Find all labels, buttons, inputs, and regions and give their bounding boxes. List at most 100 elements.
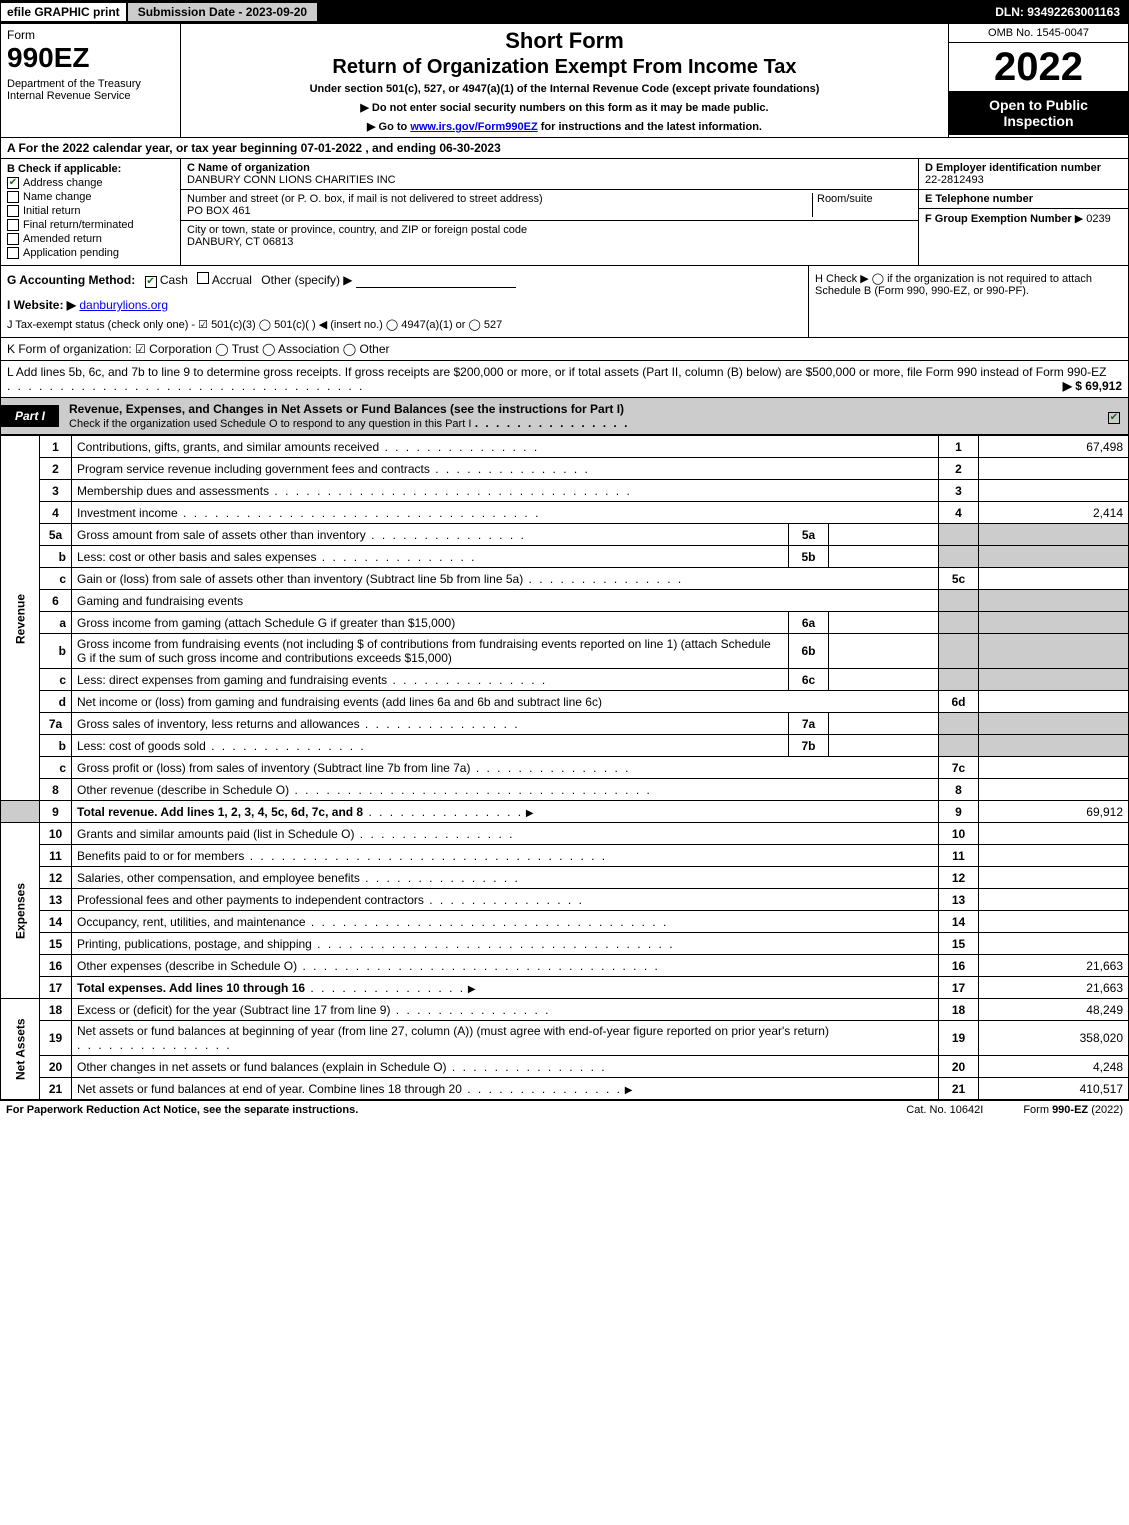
line-rnum: 5c	[939, 568, 979, 590]
line-desc: Printing, publications, postage, and shi…	[72, 933, 939, 955]
checkbox-icon	[7, 247, 19, 259]
table-row: 5a Gross amount from sale of assets othe…	[1, 524, 1129, 546]
table-row: d Net income or (loss) from gaming and f…	[1, 691, 1129, 713]
table-row: 8 Other revenue (describe in Schedule O)…	[1, 779, 1129, 801]
line-desc: Gross sales of inventory, less returns a…	[72, 713, 789, 735]
chk-application-pending[interactable]: Application pending	[7, 247, 174, 259]
website-link[interactable]: danburylions.org	[79, 298, 168, 312]
line-num: 1	[40, 436, 72, 458]
instr-goto: ▶ Go to www.irs.gov/Form990EZ for instru…	[189, 120, 940, 133]
header-right: OMB No. 1545-0047 2022 Open to Public In…	[948, 24, 1128, 137]
group-exemption-label: F Group Exemption Number	[925, 213, 1072, 225]
line-rnum: 13	[939, 889, 979, 911]
part1-title-text: Revenue, Expenses, and Changes in Net As…	[69, 402, 624, 416]
shaded-cell	[979, 524, 1129, 546]
top-bar: efile GRAPHIC print Submission Date - 20…	[0, 0, 1129, 24]
section-j: J Tax-exempt status (check only one) - ☑…	[7, 318, 802, 331]
line-num: 2	[40, 458, 72, 480]
section-h: H Check ▶ ◯ if the organization is not r…	[808, 266, 1128, 337]
line-rnum: 9	[939, 801, 979, 823]
mid-label: 6b	[789, 634, 829, 669]
shaded-cell	[979, 612, 1129, 634]
line-rnum: 2	[939, 458, 979, 480]
checkbox-icon[interactable]	[145, 276, 157, 288]
line-desc: Occupancy, rent, utilities, and maintena…	[72, 911, 939, 933]
omb-number: OMB No. 1545-0047	[949, 24, 1128, 43]
line-num: b	[40, 546, 72, 568]
ein-cell: D Employer identification number 22-2812…	[919, 159, 1128, 190]
table-row: 17 Total expenses. Add lines 10 through …	[1, 977, 1129, 999]
section-a-tax-year: A For the 2022 calendar year, or tax yea…	[0, 138, 1129, 159]
chk-label: Amended return	[23, 233, 102, 245]
open-to-public: Open to Public Inspection	[949, 91, 1128, 135]
line-desc: Net assets or fund balances at end of ye…	[72, 1078, 939, 1100]
mid-label: 6c	[789, 669, 829, 691]
part1-check-line: Check if the organization used Schedule …	[69, 418, 471, 430]
org-name-label: C Name of organization	[187, 162, 310, 174]
line-desc: Gross income from gaming (attach Schedul…	[72, 612, 789, 634]
chk-final-return[interactable]: Final return/terminated	[7, 219, 174, 231]
chk-label: Name change	[23, 191, 92, 203]
table-row: 11 Benefits paid to or for members 11	[1, 845, 1129, 867]
checkbox-icon	[7, 191, 19, 203]
instr-goto-suffix: for instructions and the latest informat…	[538, 121, 762, 133]
mid-val	[829, 546, 939, 568]
line-desc: Total expenses. Add lines 10 through 16	[72, 977, 939, 999]
mid-label: 5b	[789, 546, 829, 568]
line-rnum: 18	[939, 999, 979, 1021]
line-desc: Benefits paid to or for members	[72, 845, 939, 867]
dots-icon	[7, 379, 364, 393]
part1-schedule-o-checkbox[interactable]	[1100, 405, 1128, 428]
checkbox-icon[interactable]	[197, 272, 209, 284]
shaded-cell	[939, 735, 979, 757]
checkbox-icon	[7, 205, 19, 217]
line-desc: Less: direct expenses from gaming and fu…	[72, 669, 789, 691]
line-val: 358,020	[979, 1021, 1129, 1056]
chk-address-change[interactable]: Address change	[7, 177, 174, 189]
line-desc: Gain or (loss) from sale of assets other…	[72, 568, 939, 590]
table-row: 15 Printing, publications, postage, and …	[1, 933, 1129, 955]
line-val: 48,249	[979, 999, 1129, 1021]
shaded-cell	[939, 634, 979, 669]
irs-link[interactable]: www.irs.gov/Form990EZ	[410, 121, 537, 133]
shaded-cell	[939, 590, 979, 612]
phone-label: E Telephone number	[925, 193, 1033, 205]
line-num: 9	[40, 801, 72, 823]
line-val: 21,663	[979, 977, 1129, 999]
checkbox-icon	[7, 219, 19, 231]
table-row: c Gain or (loss) from sale of assets oth…	[1, 568, 1129, 590]
g-other-field[interactable]	[356, 274, 516, 288]
table-row: 13 Professional fees and other payments …	[1, 889, 1129, 911]
line-desc: Net assets or fund balances at beginning…	[72, 1021, 939, 1056]
line-val: 2,414	[979, 502, 1129, 524]
line-val	[979, 889, 1129, 911]
table-row: Revenue 1 Contributions, gifts, grants, …	[1, 436, 1129, 458]
section-de: D Employer identification number 22-2812…	[918, 159, 1128, 265]
street-value: PO BOX 461	[187, 205, 251, 217]
street-label: Number and street (or P. O. box, if mail…	[187, 193, 543, 205]
group-exemption-cell: F Group Exemption Number ▶ 0239	[919, 209, 1128, 228]
line-desc: Other changes in net assets or fund bala…	[72, 1056, 939, 1078]
table-row: 3 Membership dues and assessments 3	[1, 480, 1129, 502]
line-desc: Gross income from fundraising events (no…	[72, 634, 789, 669]
mid-label: 7b	[789, 735, 829, 757]
line-desc: Gross amount from sale of assets other t…	[72, 524, 789, 546]
chk-amended-return[interactable]: Amended return	[7, 233, 174, 245]
table-row: 16 Other expenses (describe in Schedule …	[1, 955, 1129, 977]
part1-header: Part I Revenue, Expenses, and Changes in…	[0, 398, 1129, 435]
line-desc: Professional fees and other payments to …	[72, 889, 939, 911]
vlabel-expenses: Expenses	[1, 823, 40, 999]
line-val	[979, 568, 1129, 590]
arrow-icon	[523, 805, 533, 819]
line-desc: Less: cost of goods sold	[72, 735, 789, 757]
line-desc: Investment income	[72, 502, 939, 524]
footer-catno: Cat. No. 10642I	[906, 1104, 983, 1116]
chk-initial-return[interactable]: Initial return	[7, 205, 174, 217]
line-val	[979, 779, 1129, 801]
submission-date: Submission Date - 2023-09-20	[128, 3, 319, 21]
line-val	[979, 867, 1129, 889]
arrow-icon	[465, 981, 475, 995]
table-row: a Gross income from gaming (attach Sched…	[1, 612, 1129, 634]
shaded-cell	[939, 612, 979, 634]
chk-name-change[interactable]: Name change	[7, 191, 174, 203]
